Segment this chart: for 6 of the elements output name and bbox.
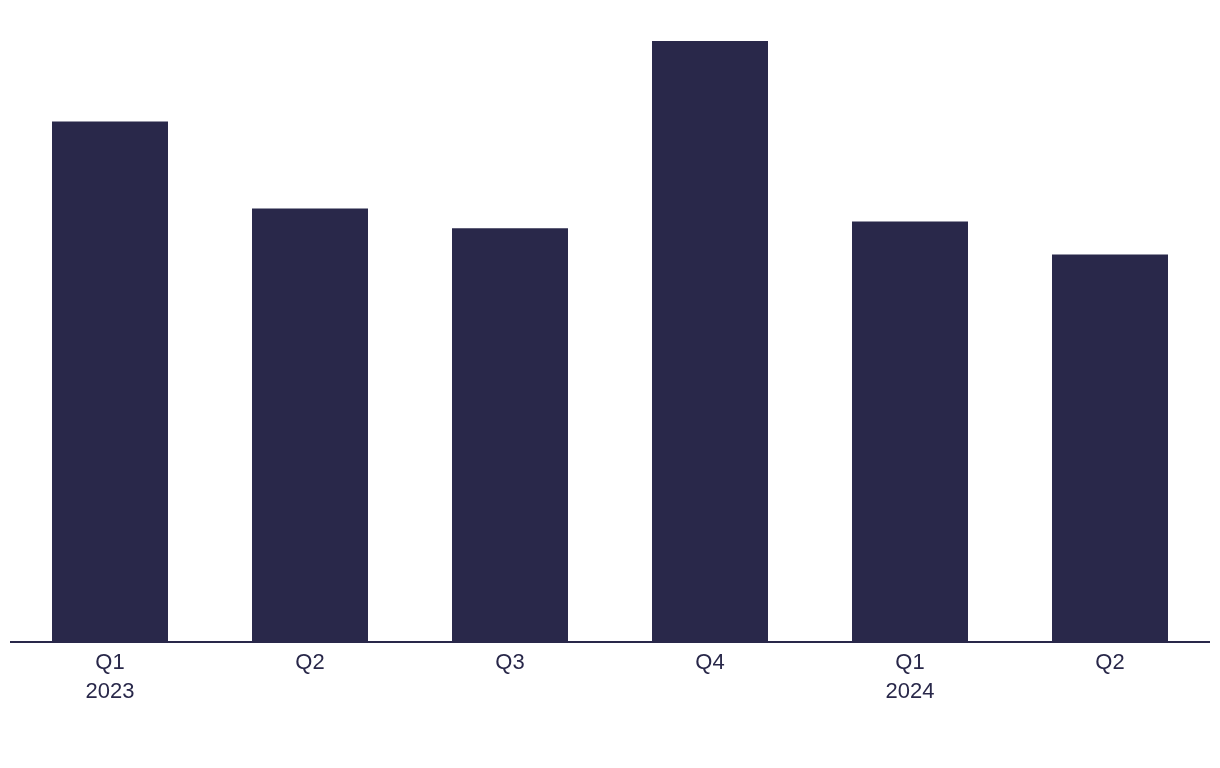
x-tick-label: Q1 2023 [85,649,135,703]
x-tick-label: Q3 [495,649,525,675]
x-tick-label: Q2 [295,649,325,675]
x-tick-label: Q2 [1095,649,1125,675]
x-tick-label: Q4 [695,649,725,675]
x-tick-label: Q1 2024 [885,649,935,703]
